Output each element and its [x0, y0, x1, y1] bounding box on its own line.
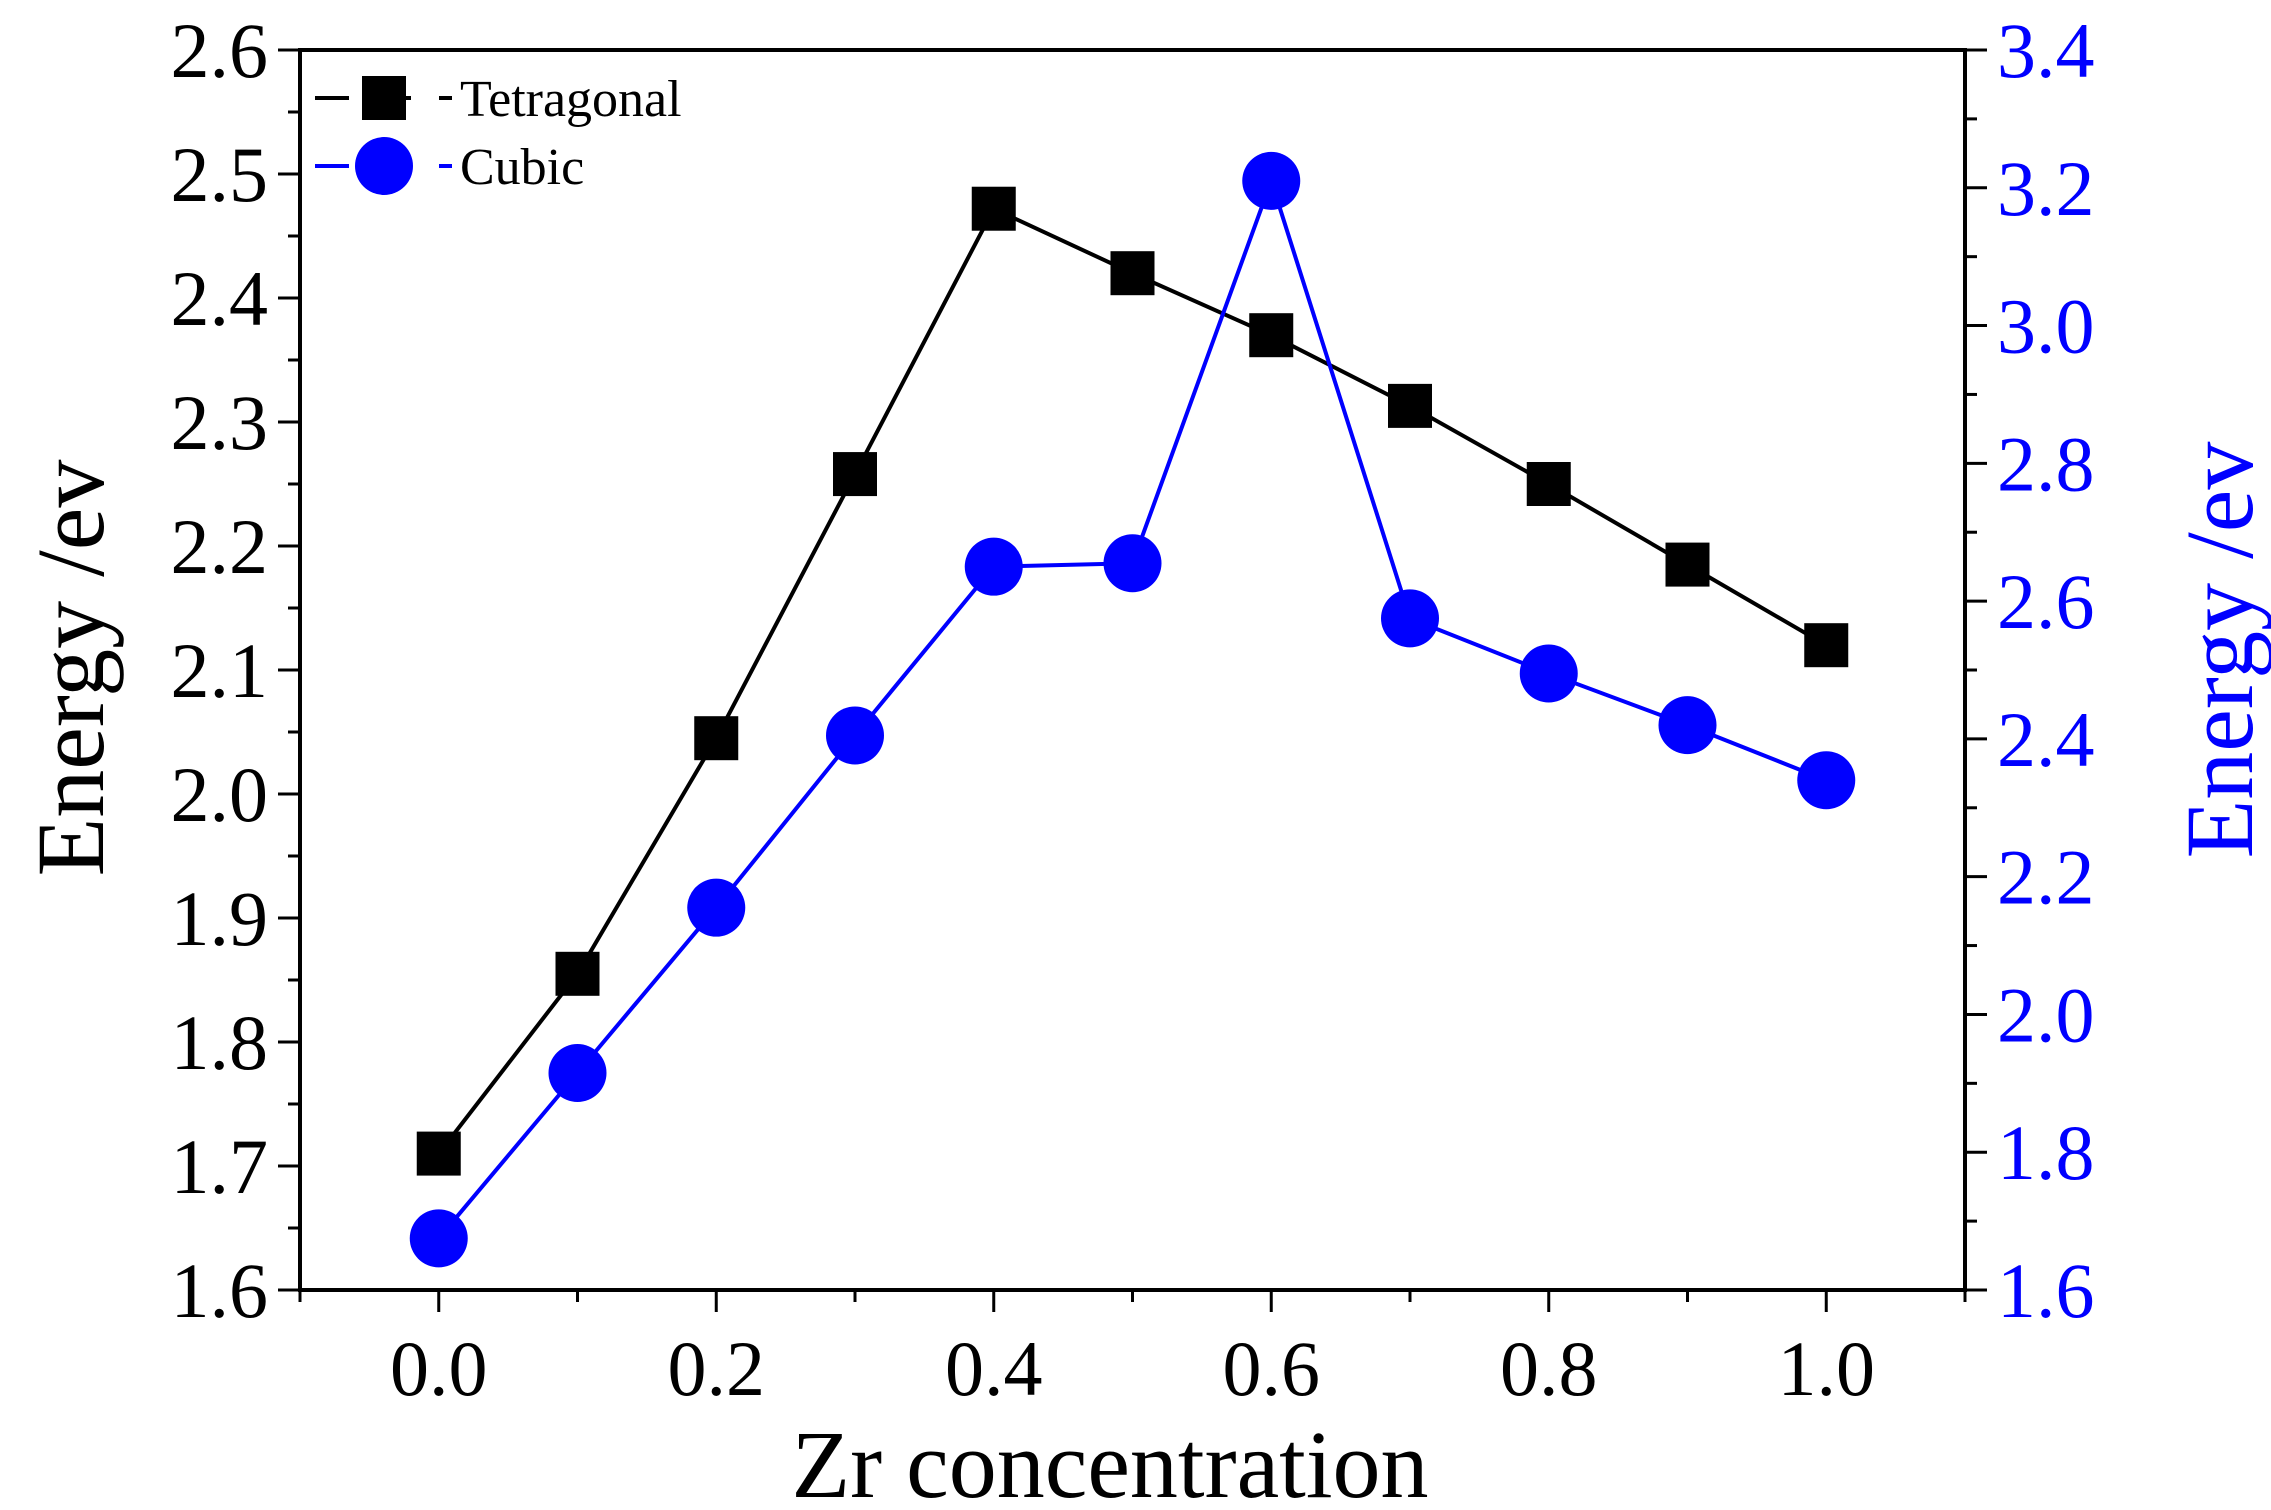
- series-line-cubic: [437, 178, 1827, 1240]
- y-right-tick-label: 3.4: [1997, 7, 2095, 94]
- x-tick-label: 0.4: [945, 1325, 1043, 1412]
- y-axis-right-title: Energy /ev: [2166, 442, 2271, 859]
- x-tick-label: 0.8: [1500, 1325, 1598, 1412]
- data-point-cubic: [1797, 751, 1856, 810]
- x-tick-label: 0.2: [668, 1325, 766, 1412]
- data-point-tetragonal: [416, 1131, 461, 1176]
- x-tick-label: 0.0: [390, 1325, 488, 1412]
- data-point-tetragonal: [1249, 313, 1294, 358]
- data-point-tetragonal: [971, 186, 1016, 231]
- data-point-cubic: [548, 1044, 607, 1102]
- y-right-tick-label: 3.2: [1997, 145, 2095, 232]
- legend-marker-cubic: [355, 137, 413, 195]
- data-point-tetragonal: [694, 716, 739, 761]
- data-point-tetragonal: [1665, 542, 1710, 587]
- data-point-cubic: [1519, 644, 1578, 703]
- y-right-tick-label: 1.6: [1997, 1247, 2095, 1334]
- data-point-cubic: [687, 878, 746, 937]
- data-point-tetragonal: [555, 951, 600, 996]
- y-right-tick-label: 3.0: [1997, 283, 2095, 370]
- y-right-tick-label: 2.8: [1997, 420, 2095, 507]
- data-point-cubic: [1242, 151, 1301, 210]
- y-right-tick-label: 2.4: [1997, 696, 2095, 783]
- y-left-tick-label: 1.7: [171, 1123, 269, 1210]
- legend-label-tetragonal: Tetragonal: [460, 71, 682, 128]
- y-right-tick-label: 2.2: [1997, 834, 2095, 921]
- legend: Tetragonal Cubic: [315, 71, 682, 196]
- series-line-tetragonal: [437, 206, 1828, 1155]
- data-point-cubic: [1658, 696, 1717, 755]
- y-right-tick-label: 1.8: [1997, 1109, 2095, 1196]
- data-point-cubic: [409, 1209, 468, 1268]
- x-tick-label: 0.6: [1223, 1325, 1321, 1412]
- data-point-tetragonal: [1388, 383, 1432, 428]
- y-left-tick-label: 2.2: [171, 503, 269, 590]
- x-axis-title: Zr concentration: [791, 1411, 1428, 1510]
- legend-marker-tetragonal: [362, 76, 406, 120]
- data-point-cubic: [964, 537, 1023, 596]
- data-point-tetragonal: [1110, 251, 1155, 296]
- y-left-tick-label: 1.6: [171, 1247, 269, 1334]
- y-left-tick-label: 1.9: [171, 875, 269, 962]
- data-point-cubic: [1103, 534, 1162, 593]
- y-left-tick-label: 1.8: [171, 999, 269, 1086]
- legend-label-cubic: Cubic: [460, 139, 584, 196]
- y-left-tick-label: 2.3: [171, 379, 269, 466]
- x-tick-label: 1.0: [1778, 1325, 1876, 1412]
- data-point-cubic: [826, 706, 884, 765]
- y-axis-left-title: Energy /ev: [17, 460, 124, 877]
- y-left-tick-label: 2.1: [171, 627, 269, 714]
- y-left-tick-label: 2.4: [171, 255, 269, 342]
- data-point-tetragonal: [833, 452, 877, 497]
- data-point-cubic: [1381, 589, 1439, 648]
- data-point-tetragonal: [1804, 623, 1849, 668]
- plot-series: [409, 151, 1856, 1268]
- axes: 0.0 0.2 0.4 0.6 0.8 1.0 1.6 1.7 1.8 1.9 2.0 2.1 2.2 2…: [171, 7, 2095, 1412]
- y-right-tick-label: 2.6: [1997, 558, 2095, 645]
- y-left-tick-label: 2.6: [171, 7, 269, 94]
- y-left-tick-label: 2.0: [171, 751, 269, 838]
- axis-titles: Zr concentration Energy /ev Energy /ev: [17, 442, 2271, 1510]
- y-left-tick-label: 2.5: [171, 131, 269, 218]
- y-right-tick-label: 2.0: [1997, 971, 2095, 1058]
- data-point-tetragonal: [1526, 462, 1571, 506]
